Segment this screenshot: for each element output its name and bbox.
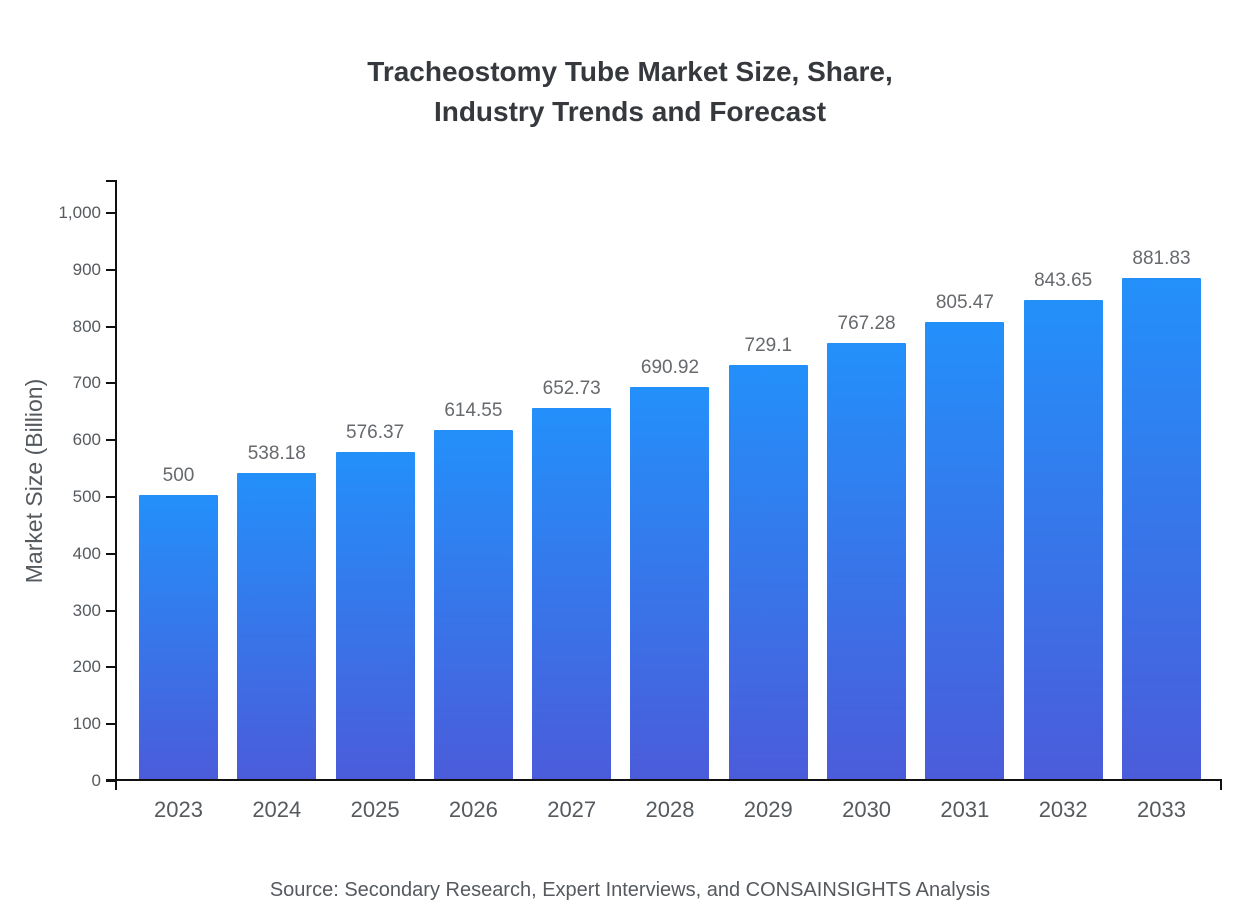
y-tick-mark xyxy=(106,439,115,442)
source-note: Source: Secondary Research, Expert Inter… xyxy=(269,879,991,901)
bar-group: 538.18 2024 xyxy=(237,180,317,822)
x-tick-label: 2033 xyxy=(1136,797,1186,822)
x-tick-label: 2030 xyxy=(842,797,892,822)
bar-value-label: 729.1 xyxy=(744,334,793,356)
x-tick-label: 2031 xyxy=(940,797,990,822)
bar xyxy=(925,321,1005,779)
y-tick-mark xyxy=(106,382,115,385)
bar-group: 690.92 2028 xyxy=(630,180,710,822)
bar-value-label: 614.55 xyxy=(444,399,503,421)
y-tick-label: 900 xyxy=(72,259,101,279)
y-tick-mark xyxy=(106,723,115,726)
bar xyxy=(532,408,612,779)
y-tick-label: 200 xyxy=(72,657,101,677)
bar xyxy=(728,364,808,779)
x-tick-label: 2029 xyxy=(743,797,793,822)
y-tick-mark xyxy=(106,666,115,669)
x-tick-label: 2023 xyxy=(154,797,203,822)
y-axis-line xyxy=(115,180,117,781)
x-tick-label: 2025 xyxy=(350,797,400,822)
bar-group: 805.47 2031 xyxy=(925,180,1005,822)
bar xyxy=(827,343,907,779)
bar-value-label: 690.92 xyxy=(640,356,700,378)
y-tick-label: 700 xyxy=(72,373,101,393)
y-tick-label: 0 xyxy=(91,771,101,790)
y-tick-label: 600 xyxy=(72,430,101,450)
x-tick-label: 2026 xyxy=(448,797,498,822)
bar-value-label: 538.18 xyxy=(247,443,306,465)
bar xyxy=(1023,299,1103,779)
x-axis-left-cap xyxy=(115,781,117,790)
chart-title-line-2: Industry Trends and Forecast xyxy=(433,96,827,127)
bar-value-label: 500 xyxy=(162,465,195,486)
bar xyxy=(139,495,218,779)
plot-area: 0 100 200 300 400 500 600 700 800 900 1,000 500 202… xyxy=(58,180,1222,822)
bar-value-label: 767.28 xyxy=(837,313,896,335)
chart-title: Tracheostomy Tube Market Size, Share, In… xyxy=(0,52,1260,132)
chart-title-line-1: Tracheostomy Tube Market Size, Share, xyxy=(367,56,893,87)
x-tick-label: 2024 xyxy=(252,797,302,822)
y-tick-label: 800 xyxy=(72,316,101,336)
bar xyxy=(237,473,317,779)
x-axis-line xyxy=(115,779,1222,781)
y-tick-mark xyxy=(106,552,115,555)
x-tick-label: 2032 xyxy=(1038,797,1088,822)
bar-group: 843.65 2032 xyxy=(1023,180,1103,822)
y-tick-mark xyxy=(106,268,115,271)
y-tick-label: 400 xyxy=(72,543,101,563)
bar-value-label: 881.83 xyxy=(1132,248,1191,270)
x-tick-label: 2028 xyxy=(645,797,695,822)
bar xyxy=(335,451,415,779)
bar xyxy=(433,429,513,779)
bar-value-label: 843.65 xyxy=(1034,269,1093,291)
x-axis-right-cap xyxy=(1220,781,1222,790)
bar-group: 881.83 2033 xyxy=(1121,180,1201,822)
bar xyxy=(1121,278,1201,779)
bar-value-label: 805.47 xyxy=(935,291,994,313)
bar-group: 729.1 2029 xyxy=(728,180,808,822)
bar-group: 500 2023 xyxy=(139,180,218,822)
y-tick-mark xyxy=(106,212,115,214)
bar-value-label: 652.73 xyxy=(542,378,601,400)
y-tick-label: 500 xyxy=(72,487,101,506)
bar xyxy=(630,386,710,779)
y-tick-label: 1,000 xyxy=(58,203,101,222)
y-tick-mark xyxy=(106,496,115,498)
y-tick-label: 100 xyxy=(72,714,101,734)
bars-container: 500 2023 538.18 2024 576.37 2025 614.55 2026 652… xyxy=(139,180,1201,822)
x-tick-label: 2027 xyxy=(547,797,597,822)
bar-value-label: 576.37 xyxy=(346,421,405,443)
bar-group: 767.28 2030 xyxy=(827,180,907,822)
bar-group: 652.73 2027 xyxy=(532,180,612,822)
bar-group: 576.37 2025 xyxy=(335,180,415,822)
y-axis-top-cap xyxy=(106,180,115,182)
y-tick-mark xyxy=(106,609,115,612)
y-tick-mark xyxy=(106,780,115,782)
y-tick-mark xyxy=(106,325,115,328)
y-tick-label: 300 xyxy=(72,600,101,620)
bar-group: 614.55 2026 xyxy=(433,180,513,822)
